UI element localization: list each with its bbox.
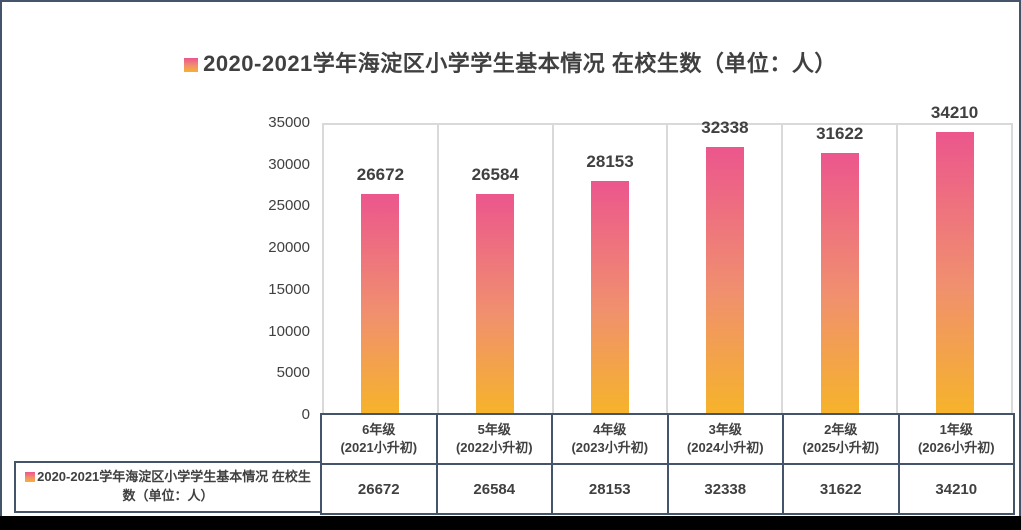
- table-header-cell: 3年级 (2024小升初): [666, 413, 784, 465]
- legend-label: 2020-2021学年海淀区小学学生基本情况 在校生数（单位：人）: [20, 468, 316, 506]
- bar: [591, 181, 630, 413]
- chart-title-text: 2020-2021学年海淀区小学学生基本情况 在校生数（单位：人）: [203, 51, 837, 76]
- table-header-cell: 5年级 (2022小升初): [435, 413, 553, 465]
- table-header-line: 2年级: [824, 422, 858, 438]
- bar-value-label: 32338: [701, 118, 749, 137]
- plot-area: 26672 26584 28153 32338 31622 34210: [322, 103, 1013, 415]
- grid-column: 32338: [668, 118, 784, 413]
- bar: [476, 194, 515, 413]
- table-header-line: (2026小升初): [917, 440, 995, 455]
- y-tick-label: 10000: [268, 322, 310, 340]
- bottom-black-band: [0, 516, 1021, 530]
- table-header-row: 6年级 (2021小升初) 5年级 (2022小升初) 4年级 (2023小升初) 3年级 (…: [320, 413, 1015, 465]
- table-header-line: (2021小升初): [340, 440, 418, 455]
- table-header-cell: 6年级 (2021小升初): [320, 413, 438, 465]
- grid-column: 31622: [783, 124, 899, 413]
- legend-cell: 2020-2021学年海淀区小学学生基本情况 在校生数（单位：人）: [14, 461, 322, 513]
- table-header-line: 4年级: [593, 422, 627, 438]
- bar-value-label: 31622: [816, 124, 864, 143]
- bar: [361, 194, 400, 413]
- y-tick-label: 20000: [268, 239, 310, 257]
- bar-value-label: 28153: [586, 152, 634, 171]
- legend-swatch: [25, 472, 36, 483]
- grid-column: 26584: [439, 125, 554, 413]
- grid-column: 28153: [554, 125, 669, 413]
- table-header-line: (2024小升初): [686, 440, 764, 455]
- table-header-cell: 4年级 (2023小升初): [551, 413, 669, 465]
- table-header-line: 5年级: [477, 422, 511, 438]
- y-tick-label: 35000: [268, 114, 310, 131]
- table-header-line: (2025小升初): [802, 440, 880, 455]
- title-legend-swatch: [184, 58, 199, 72]
- table-value-cell: 26584: [435, 463, 553, 515]
- table-header-line: 6年级: [362, 422, 396, 438]
- table-header-line: (2023小升初): [571, 440, 649, 455]
- bar-value-label: 26584: [471, 165, 519, 184]
- table-header-cell: 1年级 (2026小升初): [897, 413, 1015, 465]
- table-value-cell: 26672: [320, 463, 438, 515]
- bar: [935, 132, 974, 413]
- table-value-cell: 34210: [897, 463, 1015, 515]
- table-header-line: (2022小升初): [455, 440, 533, 455]
- y-tick-label: 0: [301, 406, 310, 423]
- grid-column: 26672: [324, 125, 439, 413]
- bar: [820, 153, 859, 413]
- grid-column: 34210: [898, 103, 1011, 413]
- chart-title: 2020-2021学年海淀区小学学生基本情况 在校生数（单位：人）: [0, 46, 1021, 78]
- y-tick-label: 25000: [268, 197, 310, 215]
- table-value-row: 26672 26584 28153 32338 31622 34210: [320, 463, 1015, 515]
- y-tick-label: 30000: [268, 155, 310, 173]
- table-header-cell: 2年级 (2025小升初): [782, 413, 900, 465]
- table-header-line: 1年级: [939, 422, 973, 438]
- y-tick-label: 15000: [268, 280, 310, 298]
- table-value-cell: 32338: [666, 463, 784, 515]
- y-tick-label: 5000: [276, 364, 310, 382]
- bar: [705, 147, 744, 413]
- bar-value-label: 34210: [930, 103, 979, 122]
- legend-text: 2020-2021学年海淀区小学学生基本情况 在校生数（单位：人）: [37, 469, 311, 503]
- bar-value-label: 26672: [356, 165, 405, 184]
- table-value-cell: 31622: [782, 463, 900, 515]
- data-table: 6年级 (2021小升初) 5年级 (2022小升初) 4年级 (2023小升初) 3年级 (…: [320, 413, 1015, 515]
- table-value-cell: 28153: [551, 463, 669, 515]
- table-header-line: 3年级: [708, 422, 742, 438]
